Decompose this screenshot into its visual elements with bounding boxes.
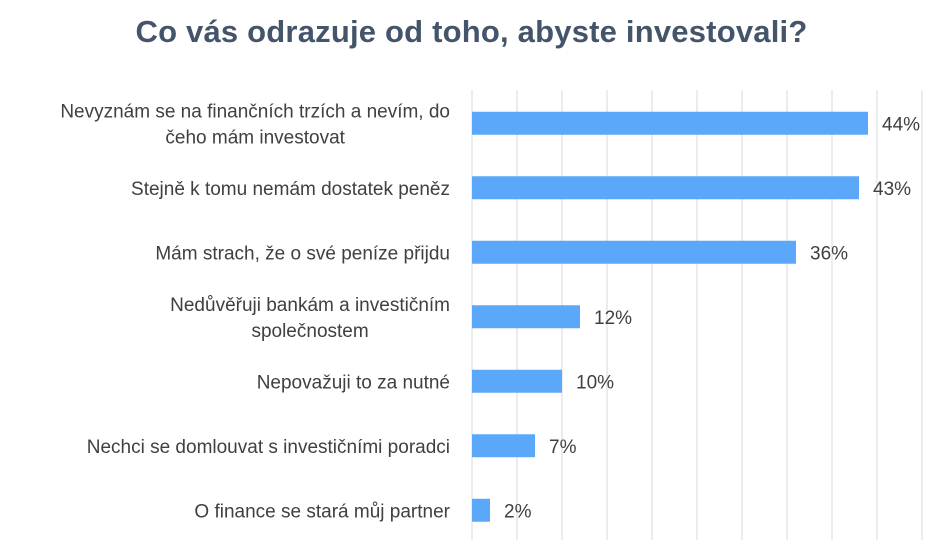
category-label-line: společnostem xyxy=(251,321,368,342)
chart-title: Co vás odrazuje od toho, abyste investov… xyxy=(135,14,808,49)
bar xyxy=(472,369,562,393)
category-label-line: Mám strach, že o své peníze přijdu xyxy=(155,243,450,264)
category-label-line: Nedůvěřuji bankám a investičním xyxy=(170,295,450,316)
category-label-line: Nechci se domlouvat s investičními porad… xyxy=(87,437,450,458)
value-labels: 44% 43% 36% 12% 10% 7% 2% xyxy=(504,114,920,522)
category-label: Nechci se domlouvat s investičními porad… xyxy=(87,437,450,458)
category-label: Nepovažuji to za nutné xyxy=(257,372,450,393)
bar xyxy=(472,434,535,458)
category-label: Nevyznám se na finančních trzích a nevím… xyxy=(60,101,450,148)
category-label-line: Stejně k tomu nemám dostatek peněz xyxy=(131,179,450,200)
category-label-line: čeho mám investovat xyxy=(165,127,345,148)
data-label: 44% xyxy=(882,114,920,135)
data-label: 7% xyxy=(549,437,577,458)
category-label-line: Nevyznám se na finančních trzích a nevím… xyxy=(60,101,450,122)
category-label-line: Nepovažuji to za nutné xyxy=(257,372,450,393)
bar xyxy=(472,176,859,200)
data-label: 2% xyxy=(504,501,532,522)
bar xyxy=(472,498,490,522)
bar xyxy=(472,111,868,135)
category-label: Mám strach, že o své peníze přijdu xyxy=(155,243,450,264)
bars xyxy=(472,111,868,522)
category-label: Nedůvěřuji bankám a investičním společnos… xyxy=(170,295,450,342)
category-label-line: O finance se stará můj partner xyxy=(194,501,450,522)
category-labels: Nevyznám se na finančních trzích a nevím… xyxy=(60,101,450,522)
bar xyxy=(472,240,796,264)
category-label: Stejně k tomu nemám dostatek peněz xyxy=(131,179,450,200)
data-label: 12% xyxy=(594,308,632,329)
category-label: O finance se stará můj partner xyxy=(194,501,450,522)
data-label: 10% xyxy=(576,372,614,393)
data-label: 36% xyxy=(810,243,848,264)
bar xyxy=(472,305,580,329)
data-label: 43% xyxy=(873,179,911,200)
